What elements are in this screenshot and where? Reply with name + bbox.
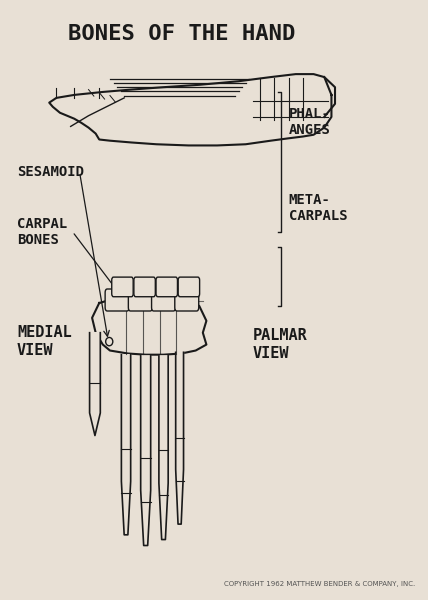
Polygon shape [49,74,331,145]
FancyBboxPatch shape [156,277,178,297]
Text: PALMAR
VIEW: PALMAR VIEW [253,328,308,361]
FancyBboxPatch shape [105,289,129,311]
FancyBboxPatch shape [128,289,152,311]
Text: META-
CARPALS: META- CARPALS [288,193,347,223]
Text: SESAMOID: SESAMOID [17,165,84,179]
Text: MEDIAL
VIEW: MEDIAL VIEW [17,325,72,358]
FancyBboxPatch shape [134,277,155,297]
Text: BONES OF THE HAND: BONES OF THE HAND [68,23,295,44]
Ellipse shape [106,337,113,346]
FancyBboxPatch shape [152,289,175,311]
Polygon shape [175,352,184,527]
FancyBboxPatch shape [112,277,133,297]
Polygon shape [122,355,131,538]
Text: CARPAL
BONES: CARPAL BONES [17,217,67,247]
Polygon shape [89,332,100,437]
Polygon shape [92,297,206,355]
Polygon shape [159,356,168,542]
Polygon shape [141,356,151,548]
FancyBboxPatch shape [178,277,199,297]
FancyBboxPatch shape [175,289,199,311]
Text: PHAL-
ANGES: PHAL- ANGES [288,107,330,137]
Text: COPYRIGHT 1962 MATTHEW BENDER & COMPANY, INC.: COPYRIGHT 1962 MATTHEW BENDER & COMPANY,… [224,581,416,587]
